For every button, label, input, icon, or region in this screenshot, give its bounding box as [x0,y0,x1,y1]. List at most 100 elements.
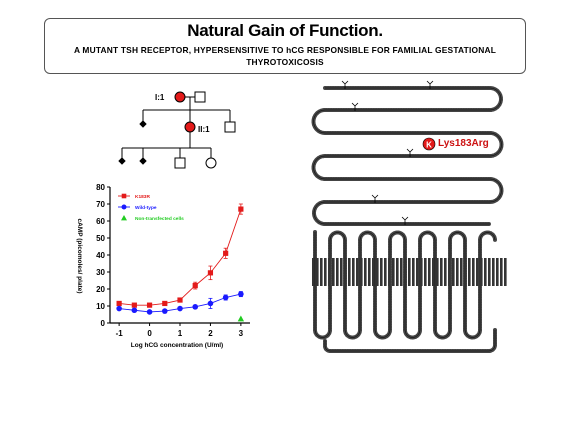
data-point [161,308,168,314]
y-tick-label: 20 [96,285,105,294]
residue-letter: K [426,141,432,150]
x-tick-label: 3 [239,329,244,338]
membrane-segment [408,258,411,286]
membrane-segment [504,258,507,286]
membrane-segment [336,258,339,286]
data-point [116,305,122,312]
affected-female-ii1 [184,121,196,133]
membrane-segment [380,258,383,286]
x-tick-label: 0 [147,329,152,338]
glycosylation-site [341,80,349,89]
series-0 [116,203,244,308]
male-iii3 [174,157,186,169]
membrane-segment [356,258,359,286]
glycosylation-site [426,80,434,89]
y-tick-label: 80 [96,183,105,192]
data-point [238,291,244,297]
membrane-segment [320,258,323,286]
membrane-segment [488,258,491,286]
membrane-segment [492,258,495,286]
membrane-segment [312,258,315,286]
data-point [207,300,214,307]
series-1 [116,291,244,315]
membrane-segment [332,258,335,286]
membrane-segment [348,258,351,286]
y-tick-label: 0 [101,319,106,328]
tsh-receptor-diagram [311,80,507,353]
membrane-segment [440,258,443,286]
transmembrane-backbone [314,232,496,338]
membrane-segment [364,258,367,286]
affected-female-i1 [174,91,186,103]
y-ticks: 0 10 20 30 40 50 60 70 80 [96,183,110,328]
membrane-segment [444,258,447,286]
membrane-segment [452,258,455,286]
membrane-segment [396,258,399,286]
pedigree-deceased-mark [118,157,126,165]
x-tick-label: -1 [116,329,124,338]
series-layer [116,203,245,322]
x-tick-label: 1 [178,329,183,338]
data-point [131,307,138,314]
extracellular-domain-backbone [313,87,502,225]
female-iii4 [205,157,217,169]
y-tick-label: 40 [96,251,105,260]
male-i2 [194,91,206,103]
data-point [177,305,183,312]
membrane-segment [480,258,483,286]
series-2 [237,315,245,322]
glycosylation-site [401,216,409,225]
membrane-segment [328,258,331,286]
data-point [146,302,153,308]
membrane-segment [412,258,415,286]
membrane-segment [360,258,363,286]
series-line [119,208,242,306]
x-tick-label: 2 [208,329,213,338]
camp-chart: 0 10 20 30 40 50 60 70 80 -1 0 1 2 3 K183R Wild-type N… [76,183,250,349]
y-tick-label: 30 [96,268,105,277]
membrane-segment [468,258,471,286]
glycosylation-site [371,194,379,203]
slide-title: Natural Gain of Function. [187,21,383,40]
membrane-segment [500,258,503,286]
legend-marker [121,204,127,210]
data-point [192,283,198,289]
membrane-segment [464,258,467,286]
membrane-segment [448,258,451,286]
legend-marker [121,215,127,221]
membrane-segment [460,258,463,286]
c-terminal-backbone [324,330,496,352]
legend-label: K183R [135,194,150,200]
legend-marker [121,193,127,199]
membrane-segment [316,258,319,286]
title-box: Natural Gain of Function. A MUTANT TSH R… [44,18,526,74]
pedigree-label-i1: I:1 [155,93,165,102]
data-point [116,300,122,307]
pedigree-label-ii1: II:1 [198,125,210,134]
y-tick-label: 70 [96,200,105,209]
membrane-segment [344,258,347,286]
membrane-segment [324,258,327,286]
data-point [223,250,229,256]
membrane-segment [368,258,371,286]
legend: K183R Wild-type Non-transfected cells [118,193,184,222]
pedigree-deceased-mark [139,120,147,128]
data-point [237,315,245,322]
x-ticks: -1 0 1 2 3 [116,323,244,338]
data-point [162,300,168,307]
membrane-segment [432,258,435,286]
membrane-segment [388,258,391,286]
data-point [207,270,214,276]
mutated-residue-marker [422,137,436,151]
membrane-segment [352,258,355,286]
membrane-segment [496,258,499,286]
c-terminal-tail [323,328,497,353]
slide-subtitle: A MUTANT TSH RECEPTOR, HYPERSENSITIVE TO… [73,45,497,67]
membrane-segment [416,258,419,286]
membrane-segment [340,258,343,286]
pedigree [118,91,236,169]
membrane-segment [372,258,375,286]
membrane-segment [436,258,439,286]
membrane-segment [384,258,387,286]
